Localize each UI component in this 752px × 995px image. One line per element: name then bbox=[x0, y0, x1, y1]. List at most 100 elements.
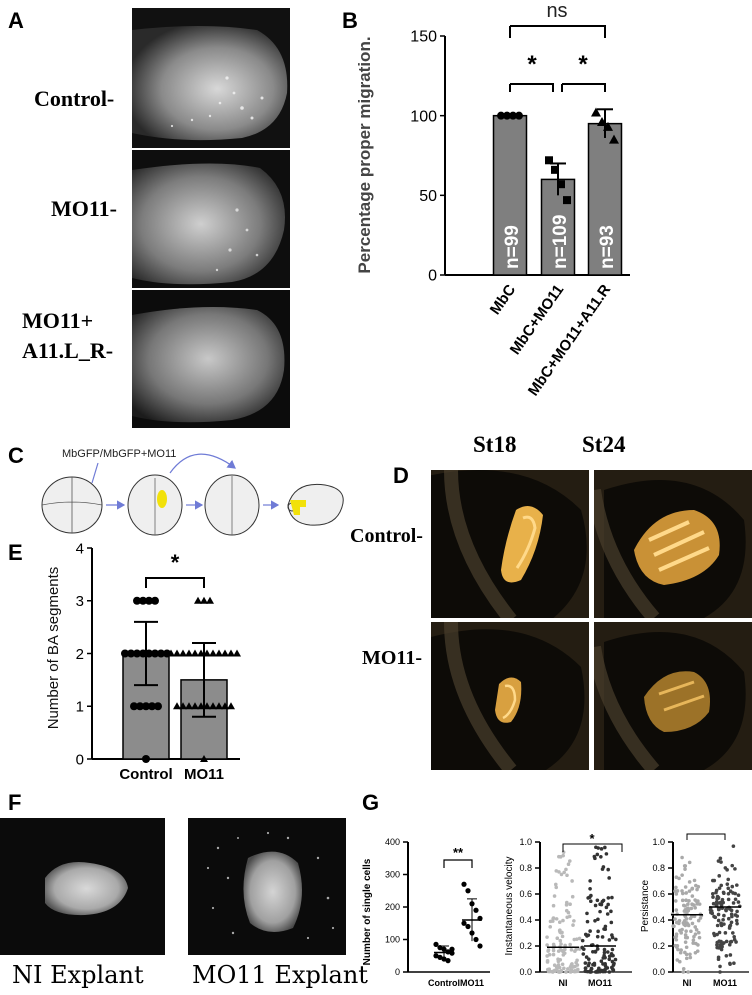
chart-e-ytick-label-0: 0 bbox=[76, 751, 84, 768]
chart-g2-point-0-9 bbox=[560, 934, 565, 939]
chart-e-point-1-3-1 bbox=[200, 596, 208, 604]
chart-g2-point-0-82 bbox=[561, 918, 565, 923]
chart-e-point-0-3-1 bbox=[139, 596, 147, 605]
chart-g3-point-1-29 bbox=[711, 901, 716, 906]
chart-g2-point-1-38 bbox=[610, 959, 615, 964]
chart-b-point-1-3 bbox=[563, 196, 571, 205]
chart-g3-point-1-93 bbox=[720, 944, 724, 949]
chart-g3-point-0-106 bbox=[679, 948, 683, 952]
chart-g3-point-1-48 bbox=[725, 882, 730, 886]
chart-g2-point-0-88 bbox=[577, 936, 582, 941]
panel-c-injection-label: MbGFP/MbGFP+MO11 bbox=[62, 448, 176, 460]
chart-g3-point-1-108 bbox=[712, 933, 717, 938]
chart-b-ns-bracket bbox=[509, 25, 606, 38]
chart-g3-point-1-56 bbox=[721, 900, 725, 905]
chart-g2-point-0-91 bbox=[561, 850, 566, 854]
chart-g2-point-0-90 bbox=[546, 949, 550, 953]
chart-g2-point-0-17 bbox=[551, 948, 556, 953]
chart-g3-ytick-label-2: 0.4 bbox=[652, 915, 665, 925]
chart-g2-point-1-94 bbox=[603, 962, 607, 966]
chart-b-n-label-1: n=109 bbox=[550, 215, 571, 269]
chart-b-star-1: * bbox=[527, 51, 537, 78]
chart-e-point-0-2-0 bbox=[121, 649, 129, 658]
chart-b-category-2: MbC+MO11+A11.R bbox=[525, 281, 615, 399]
chart-g3-point-1-22 bbox=[721, 918, 725, 922]
chart-g2-point-1-22 bbox=[593, 856, 597, 861]
chart-b-point-2-0 bbox=[591, 107, 601, 117]
chart-g3-point-0-98 bbox=[680, 855, 684, 860]
chart-e-ytick-label-1: 1 bbox=[76, 699, 84, 716]
chart-g2-point-1-88 bbox=[586, 957, 591, 962]
chart-g3-point-1-16 bbox=[736, 893, 741, 898]
panel-letter-d: D bbox=[393, 463, 409, 488]
panel-letter-c: C bbox=[8, 443, 24, 468]
chart-g3-point-1-41 bbox=[710, 878, 715, 883]
chart-g3-point-1-87 bbox=[714, 900, 719, 904]
chart-b-ytick-label-3: 150 bbox=[410, 29, 437, 46]
chart-g3-point-1-25 bbox=[731, 844, 736, 848]
chart-g3-point-1-117 bbox=[722, 891, 726, 895]
chart-g3-point-0-110 bbox=[683, 867, 687, 871]
panel-d-row-mo11: MO11- bbox=[362, 647, 422, 669]
chart-g2-point-0-86 bbox=[568, 942, 572, 947]
chart-g3-point-0-15 bbox=[687, 860, 692, 865]
chart-e-point-1-2-10 bbox=[227, 649, 235, 657]
chart-g2-point-0-81 bbox=[573, 968, 577, 973]
chart-g3-point-1-99 bbox=[721, 941, 725, 946]
chart-g3-point-0-76 bbox=[684, 898, 688, 902]
chart-g2-category-0: NI bbox=[559, 978, 568, 988]
chart-g3-point-0-59 bbox=[673, 899, 678, 903]
chart-g3-point-1-13 bbox=[734, 918, 739, 923]
chart-g2-point-0-55 bbox=[571, 965, 576, 969]
chart-g2-point-1-2 bbox=[593, 903, 598, 908]
chart-e-point-0-2-2 bbox=[133, 649, 141, 658]
chart-g3-point-1-17 bbox=[726, 897, 731, 902]
chart-g3-bracket bbox=[686, 833, 726, 840]
chart-g3-point-0-95 bbox=[690, 921, 695, 926]
chart-g2-point-1-8 bbox=[591, 949, 595, 954]
chart-g2-ytick-label-4: 0.8 bbox=[519, 863, 532, 873]
chart-g3-point-1-113 bbox=[724, 954, 729, 958]
chart-g3-point-0-68 bbox=[674, 875, 679, 880]
chart-g1-point-1-1 bbox=[465, 888, 471, 894]
chart-g3-point-0-31 bbox=[696, 918, 701, 923]
chart-g2-point-1-41 bbox=[596, 917, 600, 922]
chart-g3-point-1-42 bbox=[730, 884, 735, 889]
chart-g3-point-0-11 bbox=[689, 929, 693, 934]
chart-g3-point-0-84 bbox=[680, 889, 684, 893]
chart-g2-point-1-90 bbox=[609, 952, 614, 956]
chart-g2-point-0-77 bbox=[564, 970, 568, 974]
chart-e-point-0-3-3 bbox=[151, 596, 159, 605]
chart-b-point-0-2 bbox=[509, 111, 517, 120]
chart-g3-point-1-92 bbox=[735, 909, 739, 914]
panel-d-stage-st18: St18 bbox=[473, 432, 517, 457]
chart-g3-point-0-93 bbox=[686, 970, 690, 974]
chart-g3-point-0-0 bbox=[683, 940, 688, 944]
chart-g3-point-1-54 bbox=[717, 930, 722, 935]
chart-g3-point-1-91 bbox=[728, 961, 732, 966]
chart-g3-point-1-118 bbox=[732, 937, 737, 942]
chart-g3-point-1-75 bbox=[733, 913, 738, 917]
chart-g3-point-0-119 bbox=[693, 898, 697, 902]
chart-g2-point-1-5 bbox=[607, 876, 611, 880]
panel-d-image-mo11-st24 bbox=[594, 622, 752, 770]
chart-g1-ytick-label-0: 0 bbox=[395, 967, 400, 977]
chart-g2-point-1-34 bbox=[611, 963, 616, 967]
chart-g3-point-0-102 bbox=[686, 923, 691, 928]
chart-g2-point-0-38 bbox=[566, 862, 571, 867]
chart-g3-category-1: MO11 bbox=[713, 978, 737, 988]
chart-g3-point-1-103 bbox=[717, 939, 721, 943]
chart-e-point-0-1-4 bbox=[154, 702, 162, 711]
chart-g1-ylabel: Number of single cells bbox=[362, 858, 373, 965]
chart-e-point-1-1-3 bbox=[191, 702, 199, 710]
chart-g2-point-1-82 bbox=[598, 909, 602, 914]
chart-e-ylabel: Number of BA segments bbox=[45, 567, 62, 730]
chart-g3-point-1-65 bbox=[719, 947, 724, 952]
chart-g3-ytick-label-3: 0.6 bbox=[652, 889, 665, 899]
chart-e-point-1-1-8 bbox=[221, 702, 229, 710]
chart-g3-point-1-14 bbox=[711, 895, 715, 899]
chart-b-point-2-1 bbox=[597, 117, 607, 127]
chart-e-point-1-2-3 bbox=[185, 649, 193, 657]
chart-g3-point-1-119 bbox=[710, 911, 715, 916]
chart-g3-point-0-64 bbox=[671, 924, 675, 928]
